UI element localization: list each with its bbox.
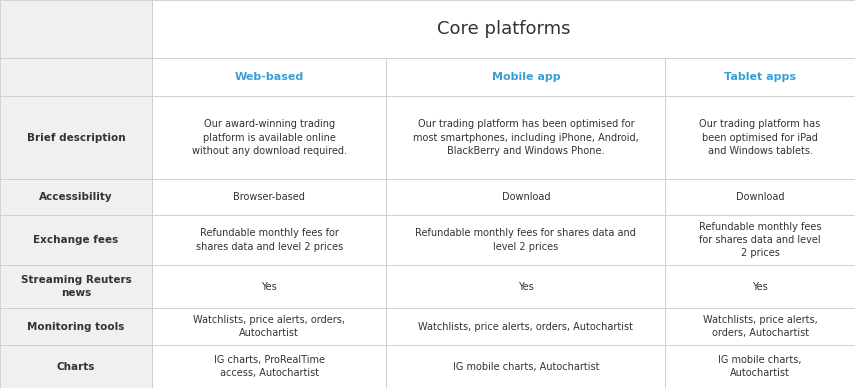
Bar	[386, 265, 665, 308]
Text: Accessibility: Accessibility	[39, 192, 113, 202]
Text: Refundable monthly fees for shares data and
level 2 prices: Refundable monthly fees for shares data …	[416, 229, 636, 252]
Bar	[665, 96, 855, 179]
Bar	[152, 58, 386, 96]
Text: IG charts, ProRealTime
access, Autochartist: IG charts, ProRealTime access, Autochart…	[214, 355, 325, 378]
Text: Core platforms: Core platforms	[437, 20, 570, 38]
Text: IG mobile charts, Autochartist: IG mobile charts, Autochartist	[452, 362, 599, 372]
Text: Our trading platform has
been optimised for iPad
and Windows tablets.: Our trading platform has been optimised …	[699, 120, 821, 156]
Text: Refundable monthly fees
for shares data and level
2 prices: Refundable monthly fees for shares data …	[699, 222, 822, 258]
Text: Yes: Yes	[752, 282, 768, 292]
Bar	[665, 345, 855, 388]
Bar	[386, 215, 665, 265]
Text: Brief description: Brief description	[27, 133, 126, 143]
Bar	[152, 0, 855, 58]
Bar	[665, 265, 855, 308]
Bar	[386, 308, 665, 345]
Bar	[0, 265, 152, 308]
Text: Streaming Reuters
news: Streaming Reuters news	[21, 275, 132, 298]
Text: Watchlists, price alerts,
orders, Autochartist: Watchlists, price alerts, orders, Autoch…	[703, 315, 817, 338]
Text: Browser-based: Browser-based	[233, 192, 305, 202]
Bar	[152, 179, 386, 215]
Text: Watchlists, price alerts, orders,
Autochartist: Watchlists, price alerts, orders, Autoch…	[193, 315, 345, 338]
Text: Our trading platform has been optimised for
most smartphones, including iPhone, : Our trading platform has been optimised …	[413, 120, 639, 156]
Text: Mobile app: Mobile app	[492, 72, 560, 82]
Bar	[386, 179, 665, 215]
Bar	[665, 179, 855, 215]
Text: Web-based: Web-based	[235, 72, 304, 82]
Bar	[0, 215, 152, 265]
Text: Tablet apps: Tablet apps	[724, 72, 796, 82]
Bar	[386, 96, 665, 179]
Bar	[386, 345, 665, 388]
Bar	[665, 215, 855, 265]
Bar	[152, 215, 386, 265]
Bar	[386, 58, 665, 96]
Text: Watchlists, price alerts, orders, Autochartist: Watchlists, price alerts, orders, Autoch…	[418, 322, 634, 332]
Bar	[152, 345, 386, 388]
Text: IG mobile charts,
Autochartist: IG mobile charts, Autochartist	[718, 355, 802, 378]
Bar	[152, 308, 386, 345]
Text: Our award-winning trading
platform is available online
without any download requ: Our award-winning trading platform is av…	[192, 120, 347, 156]
Text: Monitoring tools: Monitoring tools	[27, 322, 125, 332]
Bar	[0, 179, 152, 215]
Bar	[665, 308, 855, 345]
Text: Refundable monthly fees for
shares data and level 2 prices: Refundable monthly fees for shares data …	[196, 229, 343, 252]
Bar	[152, 96, 386, 179]
Bar	[0, 96, 152, 179]
Bar	[0, 345, 152, 388]
Bar	[665, 58, 855, 96]
Text: Yes: Yes	[518, 282, 534, 292]
Text: Download: Download	[736, 192, 784, 202]
Bar	[0, 0, 152, 58]
Text: Yes: Yes	[262, 282, 277, 292]
Text: Charts: Charts	[57, 362, 95, 372]
Bar	[0, 58, 152, 96]
Text: Exchange fees: Exchange fees	[33, 235, 119, 245]
Text: Download: Download	[502, 192, 550, 202]
Bar	[152, 265, 386, 308]
Bar	[0, 308, 152, 345]
